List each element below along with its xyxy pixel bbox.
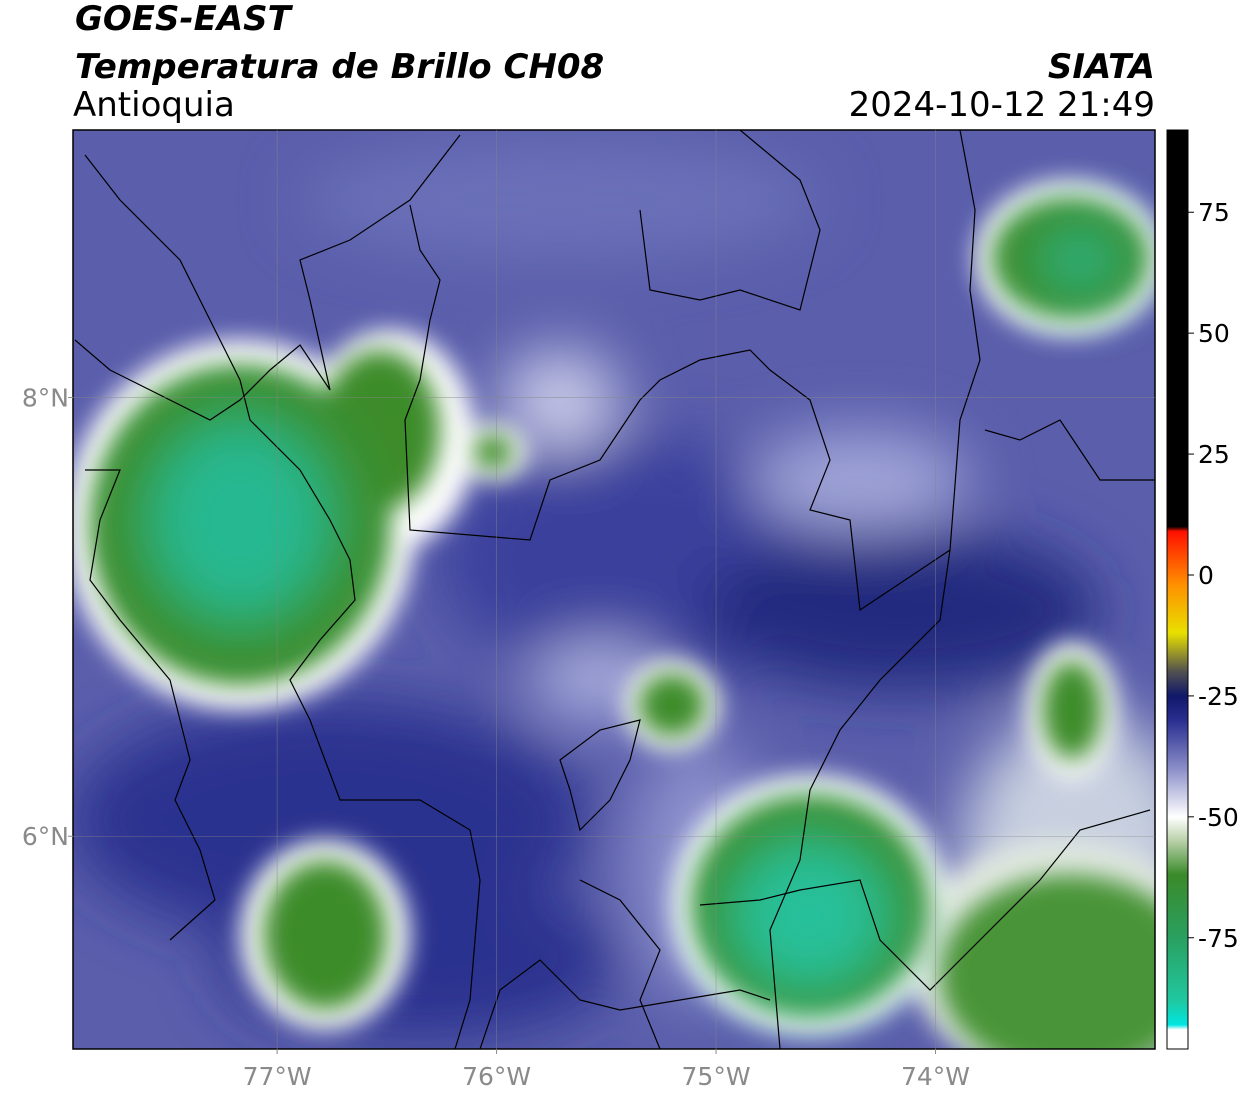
x-tick-label: 75°W <box>682 1062 751 1091</box>
colorbar-tick-label: 50 <box>1198 319 1230 348</box>
boundaries <box>74 130 1155 1049</box>
colorbar <box>1167 130 1188 1049</box>
imagery <box>73 130 1155 1049</box>
x-tick-label: 77°W <box>243 1062 312 1091</box>
x-tick-label: 76°W <box>462 1062 531 1091</box>
product-title: Temperatura de Brillo CH08 <box>75 47 604 87</box>
y-tick-label: 8°N <box>22 384 69 413</box>
colorbar-tick-label: 75 <box>1198 198 1230 227</box>
colorbar-tick-label: -25 <box>1198 682 1239 711</box>
colorbar-tick-label: -75 <box>1198 924 1239 953</box>
agency-title: SIATA <box>1048 47 1155 87</box>
region-title: Antioquia <box>73 85 235 125</box>
colorbar-tick-label: 25 <box>1198 440 1230 469</box>
source-title: GOES-EAST <box>75 0 294 39</box>
datetime-title: 2024-10-12 21:49 <box>849 85 1155 125</box>
colorbar-tick-label: -50 <box>1198 803 1239 832</box>
colorbar-frame <box>1166 129 1189 1050</box>
cloud-cores <box>140 225 1125 1000</box>
plot-frame <box>72 129 1156 1050</box>
x-tick-label: 74°W <box>901 1062 970 1091</box>
colorbar-tick-label: 0 <box>1198 561 1214 590</box>
y-tick-label: 6°N <box>22 822 69 851</box>
